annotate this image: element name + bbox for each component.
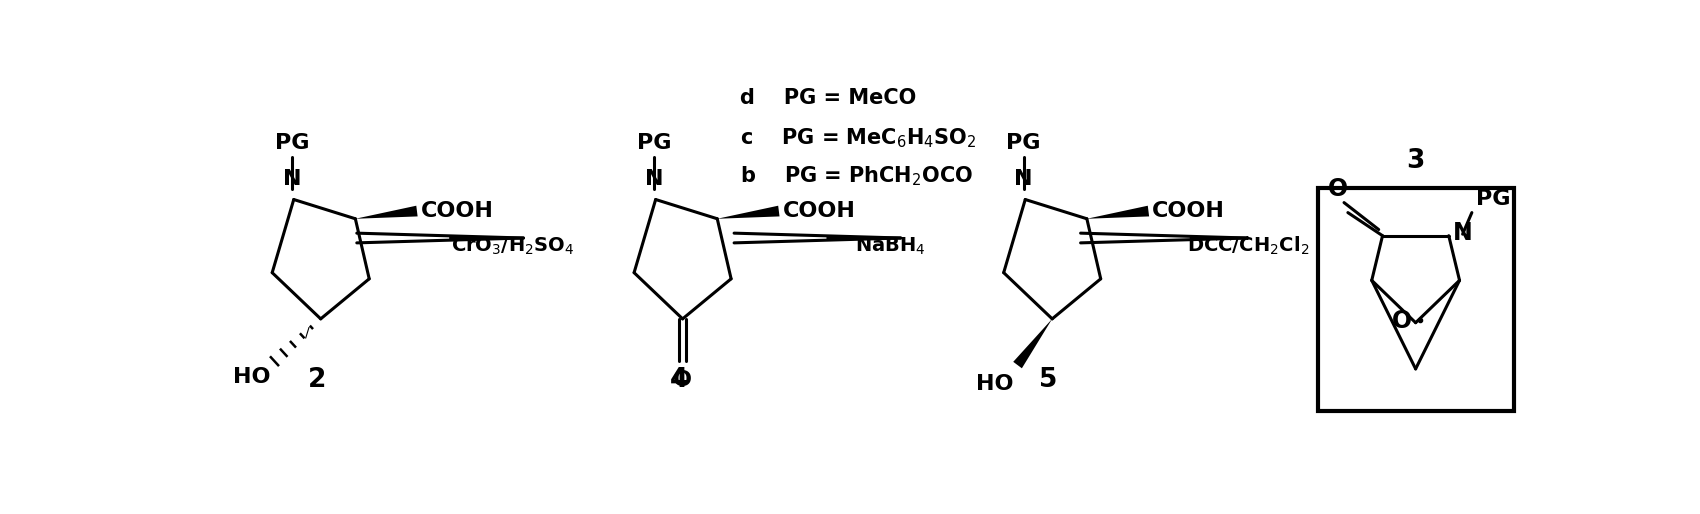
Text: PG: PG [1476,189,1510,209]
Text: O: O [673,371,692,391]
Polygon shape [717,206,780,219]
Text: PG: PG [638,133,672,153]
Text: 2: 2 [308,367,326,393]
Text: HO: HO [976,374,1013,394]
Text: b    PG = PhCH$_2$OCO: b PG = PhCH$_2$OCO [740,165,974,189]
Text: DCC/CH$_2$Cl$_2$: DCC/CH$_2$Cl$_2$ [1187,235,1309,258]
Text: 5: 5 [1039,367,1057,393]
Bar [1318,188,1515,411]
Text: NaBH$_4$: NaBH$_4$ [855,236,927,258]
Text: O: O [1392,309,1411,333]
Text: O: O [1328,177,1348,201]
Text: N: N [1015,169,1034,189]
Text: COOH: COOH [422,201,493,221]
Text: c    PG = MeC$_6$H$_4$SO$_2$: c PG = MeC$_6$H$_4$SO$_2$ [740,126,977,150]
Text: 4: 4 [670,367,689,393]
Polygon shape [1013,319,1052,369]
Text: HO: HO [233,368,270,388]
Text: PG: PG [275,133,309,153]
Text: CrO$_3$/H$_2$SO$_4$: CrO$_3$/H$_2$SO$_4$ [452,236,575,258]
Polygon shape [1086,206,1149,219]
Text: d    PG = MeCO: d PG = MeCO [740,88,916,108]
Text: 3: 3 [1406,148,1425,174]
Text: PG: PG [1006,133,1040,153]
Polygon shape [355,206,418,219]
Text: N: N [1452,221,1472,245]
Text: COOH: COOH [782,201,855,221]
Text: /: / [304,326,309,340]
Text: N: N [282,169,301,189]
Text: N: N [644,169,663,189]
Text: COOH: COOH [1153,201,1226,221]
